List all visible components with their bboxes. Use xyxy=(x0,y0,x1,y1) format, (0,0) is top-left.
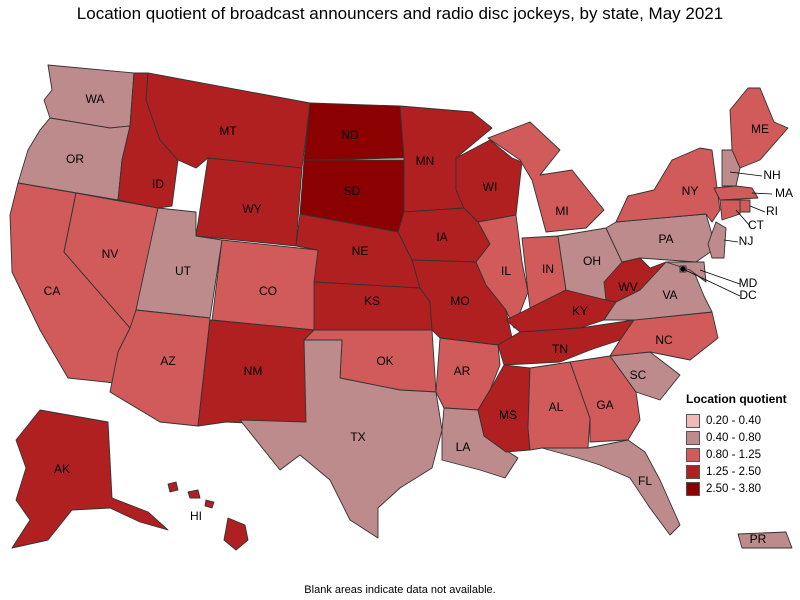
state-label-ok: OK xyxy=(376,354,393,368)
leader-line-nj xyxy=(723,239,739,243)
state-label-co: CO xyxy=(259,284,277,298)
state-label-mo: MO xyxy=(450,294,469,308)
state-label-la: LA xyxy=(456,440,471,454)
state-label-ca: CA xyxy=(44,284,61,298)
state-label-sd: SD xyxy=(344,184,361,198)
state-label-ne: NE xyxy=(352,244,369,258)
state-label-oh: OH xyxy=(583,254,601,268)
dc-marker xyxy=(680,266,686,272)
state-ma xyxy=(713,185,759,201)
state-ak xyxy=(11,409,169,549)
state-hi xyxy=(223,517,249,551)
legend-title: Location quotient xyxy=(686,392,787,406)
state-label-al: AL xyxy=(549,400,564,414)
legend-label: 0.20 - 0.40 xyxy=(706,414,761,427)
state-ny xyxy=(615,147,721,223)
state-mi xyxy=(487,121,605,233)
state-label-md: MD xyxy=(739,276,758,290)
legend-item: 1.25 - 2.50 xyxy=(686,463,798,480)
state-ri xyxy=(739,199,751,213)
state-label-nm: NM xyxy=(244,364,263,378)
legend-swatch xyxy=(686,447,700,462)
state-label-tx: TX xyxy=(350,430,365,444)
leader-line-md xyxy=(699,269,741,285)
state-label-ia: IA xyxy=(436,230,447,244)
state-label-mn: MN xyxy=(416,154,435,168)
state-label-wy: WY xyxy=(242,202,261,216)
state-fl xyxy=(541,439,681,536)
legend-swatch xyxy=(686,430,700,445)
footnote: Blank areas indicate data not available. xyxy=(304,584,496,596)
legend-label: 1.25 - 2.50 xyxy=(706,465,761,478)
state-label-ky: KY xyxy=(572,304,588,318)
state-label-nh: NH xyxy=(763,168,780,182)
state-label-ak: AK xyxy=(54,462,70,476)
state-label-id: ID xyxy=(152,177,164,191)
leader-line-dc xyxy=(682,268,741,297)
leader-line-ma xyxy=(751,192,773,195)
state-label-wi: WI xyxy=(483,180,498,194)
legend: Location quotient 0.20 - 0.40 0.40 - 0.8… xyxy=(686,392,798,497)
state-label-ar: AR xyxy=(454,364,471,378)
state-label-nc: NC xyxy=(655,333,673,347)
state-label-or: OR xyxy=(66,152,84,166)
state-label-ms: MS xyxy=(499,408,517,422)
state-label-wa: WA xyxy=(86,92,105,106)
state-label-in: IN xyxy=(542,262,554,276)
state-label-fl: FL xyxy=(638,474,652,488)
state-label-ut: UT xyxy=(175,264,192,278)
legend-swatch xyxy=(686,464,700,479)
leader-line-nh xyxy=(729,171,763,177)
legend-item: 0.40 - 0.80 xyxy=(686,429,798,446)
state-label-nv: NV xyxy=(102,247,119,261)
state-label-mi: MI xyxy=(555,204,568,218)
legend-item: 2.50 - 3.80 xyxy=(686,480,798,497)
state-label-nd: ND xyxy=(341,128,359,142)
leader-line-ri xyxy=(749,205,766,213)
state-label-hi: HI xyxy=(190,509,202,523)
state-label-ct: CT xyxy=(748,218,765,232)
state-label-tn: TN xyxy=(552,342,568,356)
state-label-mt: MT xyxy=(219,124,237,138)
legend-label: 0.80 - 1.25 xyxy=(706,448,761,461)
legend-label: 2.50 - 3.80 xyxy=(706,482,761,495)
state-ct xyxy=(719,199,741,221)
state-hi-island xyxy=(187,489,201,499)
state-hi-island xyxy=(167,481,179,493)
state-label-ks: KS xyxy=(364,294,380,308)
legend-swatch xyxy=(686,481,700,496)
state-label-nj: NJ xyxy=(739,234,754,248)
state-nj xyxy=(707,221,727,259)
legend-label: 0.40 - 0.80 xyxy=(706,431,761,444)
state-label-ny: NY xyxy=(682,184,699,198)
state-tx xyxy=(239,339,443,539)
state-label-az: AZ xyxy=(160,354,175,368)
legend-swatch xyxy=(686,413,700,428)
state-label-sc: SC xyxy=(630,368,647,382)
leader-line-ct xyxy=(735,209,751,227)
legend-item: 0.20 - 0.40 xyxy=(686,412,798,429)
state-hi-island xyxy=(204,499,215,509)
state-label-ma: MA xyxy=(775,186,793,200)
map-title: Location quotient of broadcast announcer… xyxy=(76,4,724,23)
state-label-pr: PR xyxy=(750,532,767,546)
state-label-ri: RI xyxy=(766,204,778,218)
state-label-me: ME xyxy=(751,122,769,136)
state-label-dc: DC xyxy=(739,288,757,302)
state-label-il: IL xyxy=(501,264,511,278)
legend-item: 0.80 - 1.25 xyxy=(686,446,798,463)
state-label-ga: GA xyxy=(596,398,613,412)
state-nh xyxy=(721,149,741,187)
state-label-va: VA xyxy=(662,288,677,302)
state-label-wv: WV xyxy=(618,280,637,294)
state-label-pa: PA xyxy=(658,232,673,246)
state-pr xyxy=(737,531,793,549)
